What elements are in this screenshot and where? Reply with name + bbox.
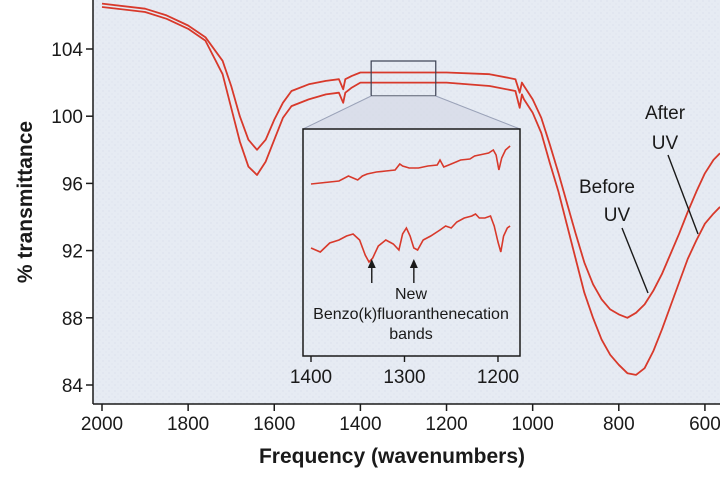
inset-annotation-line: Benzo(k)fluoranthenecation — [313, 306, 509, 323]
inset-trace-after-uv — [310, 145, 511, 185]
inset-annotation-line: New — [395, 286, 427, 303]
y-tick-label: 104 — [51, 40, 83, 61]
series-line-before-uv — [101, 2, 720, 319]
band-arrow-head — [409, 259, 418, 268]
x-tick-label: 1600 — [253, 414, 295, 435]
x-tick-label: 800 — [603, 414, 635, 435]
x-axis-title: Frequency (wavenumbers) — [259, 445, 525, 468]
before-uv-label-line2: UV — [604, 205, 631, 226]
y-tick-label: 84 — [62, 376, 84, 397]
y-tick-label: 88 — [62, 309, 83, 330]
x-tick-label: 1000 — [512, 414, 554, 435]
x-tick-label: 1400 — [339, 414, 381, 435]
x-tick-label: 1200 — [425, 414, 467, 435]
y-tick-label: 92 — [62, 242, 83, 263]
after-uv-pointer — [667, 154, 699, 235]
zoom-connector-right — [435, 95, 521, 130]
inset-tick-label: 1200 — [477, 367, 519, 388]
x-tick-label: 1800 — [167, 414, 209, 435]
zoom-connector-left — [302, 95, 372, 130]
x-tick-label: 2000 — [81, 414, 123, 435]
inset-trace-before-uv — [310, 213, 511, 264]
after-uv-label-line2: UV — [652, 133, 679, 154]
band-arrow-head — [367, 259, 376, 268]
inset-tick-label: 1300 — [383, 367, 425, 388]
x-tick-label: 600 — [689, 414, 720, 435]
y-tick-label: 96 — [62, 174, 83, 195]
inset-annotation-line: bands — [389, 326, 433, 343]
inset-tick-label: 1400 — [290, 367, 332, 388]
before-uv-label-line1: Before — [579, 177, 635, 198]
after-uv-label-line1: After — [645, 103, 686, 124]
y-axis-title: % transmittance — [14, 121, 37, 283]
before-uv-pointer — [621, 227, 649, 294]
series-line-after-uv — [101, 6, 720, 376]
zoom-connector — [303, 96, 520, 129]
y-tick-label: 100 — [51, 107, 83, 128]
